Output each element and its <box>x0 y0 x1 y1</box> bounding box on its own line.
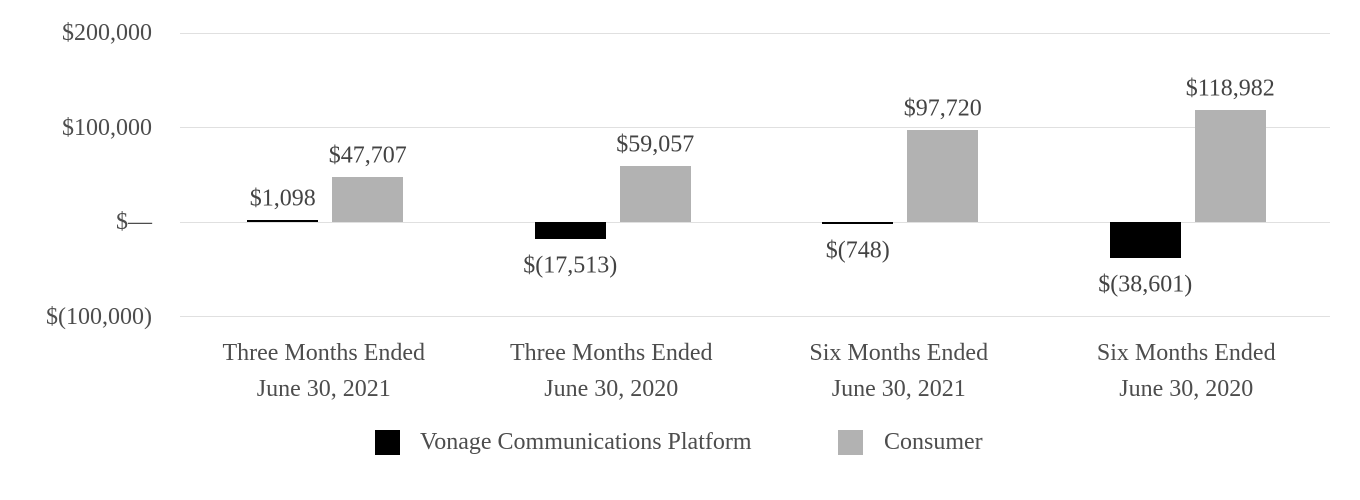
category-label-line1: Six Months Ended <box>1096 340 1276 366</box>
category-label-line1: Six Months Ended <box>809 340 989 366</box>
gridline <box>180 221 1330 223</box>
bar-value-label: $47,707 <box>328 142 407 169</box>
bar-vonage <box>822 222 894 224</box>
legend-label-consumer: Consumer <box>884 429 983 455</box>
bar-value-label: $59,057 <box>616 131 695 158</box>
bar-consumer <box>332 176 404 222</box>
category-label-line2: June 30, 2021 <box>831 376 966 402</box>
legend-swatch-consumer <box>838 430 863 455</box>
gridline <box>180 316 1330 317</box>
gridline <box>180 32 1330 34</box>
bar-value-label: $1,098 <box>249 185 316 212</box>
y-axis-tick-label: $— <box>116 209 152 235</box>
category-label-line1: Three Months Ended <box>222 340 426 366</box>
legend-swatch-vonage-communications-platform <box>375 430 400 455</box>
category-label-line2: June 30, 2020 <box>544 376 679 402</box>
bar-value-label: $118,982 <box>1185 75 1275 102</box>
bar-value-label: $(748) <box>825 237 890 264</box>
category-label: Three Months Ended June 30, 2021 <box>164 335 484 407</box>
category-label: Three Months Ended June 30, 2020 <box>451 335 771 407</box>
gridline <box>180 127 1330 128</box>
bar-vonage <box>1109 222 1181 259</box>
legend-label-vonage-communications-platform: Vonage Communications Platform <box>420 429 752 455</box>
bar-value-label: $97,720 <box>903 95 982 122</box>
bar-vonage <box>534 222 606 239</box>
category-label-line2: June 30, 2021 <box>256 376 391 402</box>
y-axis-tick-label: $200,000 <box>62 20 152 46</box>
y-axis-tick-label: $(100,000) <box>46 303 152 330</box>
bar-value-label: $(17,513) <box>523 252 618 279</box>
bar-consumer <box>619 166 691 222</box>
category-label-line1: Three Months Ended <box>509 340 713 366</box>
bar-value-label: $(38,601) <box>1098 271 1193 298</box>
bar-consumer <box>1194 109 1266 222</box>
category-label-line2: June 30, 2020 <box>1119 376 1254 402</box>
bar-consumer <box>907 129 979 222</box>
y-axis-tick-label: $100,000 <box>62 114 152 141</box>
category-label: Six Months Ended June 30, 2021 <box>739 335 1059 407</box>
category-label: Six Months Ended June 30, 2020 <box>1026 335 1346 407</box>
bar-vonage <box>247 220 319 222</box>
